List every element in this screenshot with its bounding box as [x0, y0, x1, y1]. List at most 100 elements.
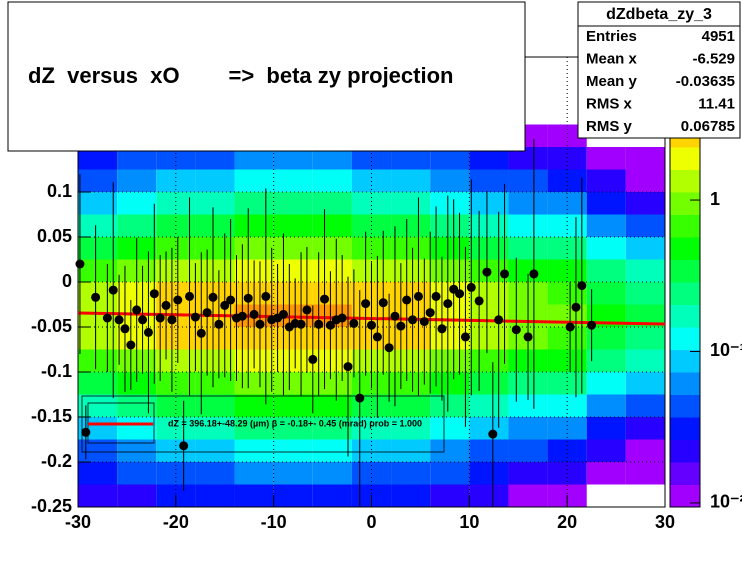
y-tick-label: 0.05 [37, 226, 72, 246]
heatmap-cell [195, 417, 235, 440]
heatmap-cell [234, 147, 274, 170]
heatmap-cell [391, 394, 431, 417]
heatmap-cell [508, 237, 548, 260]
profile-point [226, 295, 236, 305]
profile-point [402, 295, 412, 305]
heatmap-cell [312, 237, 352, 260]
heatmap-cell [78, 147, 118, 170]
heatmap-cell [234, 169, 274, 192]
heatmap-cell [78, 237, 118, 260]
heatmap-cell [156, 147, 196, 170]
heatmap-cell [508, 439, 548, 462]
stats-value: 11.41 [698, 95, 735, 112]
heatmap-cell [273, 394, 313, 417]
profile-point [132, 305, 142, 315]
heatmap-cell [351, 237, 392, 260]
heatmap-cell [78, 394, 118, 417]
chart-title: dZ versus xO => beta zy projection [28, 63, 453, 88]
x-tick-label: 0 [366, 512, 376, 532]
heatmap-cell [508, 484, 548, 507]
profile-point [337, 313, 347, 323]
heatmap-cell [351, 417, 392, 440]
profile-point [474, 296, 484, 306]
profile-point [466, 282, 476, 292]
heatmap-cell [430, 439, 470, 462]
profile-point [237, 311, 247, 321]
heatmap-cell [117, 372, 157, 395]
heatmap-cell [547, 349, 587, 372]
heatmap-cell [117, 417, 157, 440]
heatmap-cell [234, 394, 274, 417]
stats-title: dZdbeta_zy_3 [606, 6, 712, 23]
heatmap-cell [430, 372, 470, 395]
heatmap-cell [586, 147, 626, 170]
profile-point [102, 313, 112, 323]
heatmap-cell [586, 327, 626, 350]
palette-band [670, 282, 700, 305]
palette-band [670, 147, 700, 170]
heatmap-cell [430, 192, 470, 215]
heatmap-cell [625, 259, 665, 282]
profile-point [443, 299, 453, 309]
heatmap-cell [508, 462, 548, 485]
heatmap-cell [78, 304, 118, 327]
profile-point [155, 313, 165, 323]
heatmap-cell [117, 192, 157, 215]
heatmap-cell [312, 484, 352, 507]
profile-point [278, 309, 288, 319]
heatmap-cell [508, 417, 548, 440]
heatmap-cell [547, 169, 587, 192]
x-tick-label: 30 [655, 512, 675, 532]
z-tick-label: 1 [710, 189, 720, 209]
y-tick-label: 0 [62, 271, 72, 291]
heatmap-cell [391, 147, 431, 170]
heatmap-cell [430, 462, 470, 485]
heatmap-cell [586, 349, 626, 372]
heatmap-cell [547, 372, 587, 395]
palette-band [670, 237, 700, 260]
heatmap-cell [273, 169, 313, 192]
heatmap-cell [586, 417, 626, 440]
y-tick-label: -0.15 [31, 406, 72, 426]
profile-point [437, 324, 447, 334]
heatmap-cell [625, 394, 665, 417]
y-tick-label: -0.25 [31, 496, 72, 516]
palette-band [670, 349, 700, 373]
heatmap-cell [234, 237, 274, 260]
heatmap-cell [586, 237, 626, 260]
profile-point [511, 325, 521, 335]
profile-point [143, 327, 153, 337]
heatmap-cell [156, 417, 196, 440]
y-tick-label: -0.1 [41, 361, 72, 381]
heatmap-cell [312, 439, 352, 462]
profile-point [355, 393, 365, 403]
profile-point [577, 281, 587, 291]
profile-point [81, 427, 91, 437]
heatmap-cell [625, 327, 665, 350]
profile-point [243, 293, 253, 303]
heatmap-cell [430, 417, 470, 440]
profile-point [108, 285, 118, 295]
profile-point [460, 332, 470, 342]
heatmap-cell [273, 192, 313, 215]
profile-point [202, 308, 212, 318]
profile-point [529, 269, 539, 279]
heatmap-cell [391, 214, 431, 237]
fit-legend-label: dZ = 396.18+-48.29 (µm) β = -0.18+- 0.45… [168, 418, 422, 428]
heatmap-cell [625, 214, 665, 237]
palette-band [670, 169, 700, 193]
heatmap-cell [547, 192, 587, 215]
heatmap-cell [195, 147, 235, 170]
heatmap-cell [391, 462, 431, 485]
profile-point [190, 312, 200, 322]
heatmap-cell [586, 439, 626, 462]
profile-point [173, 295, 183, 305]
heatmap-cell [469, 349, 509, 372]
heatmap-cell [234, 192, 274, 215]
profile-point [372, 332, 382, 342]
heatmap-cell [586, 214, 626, 237]
heatmap-cell [117, 169, 157, 192]
heatmap-cell [586, 259, 626, 282]
heatmap-cell [351, 192, 392, 215]
